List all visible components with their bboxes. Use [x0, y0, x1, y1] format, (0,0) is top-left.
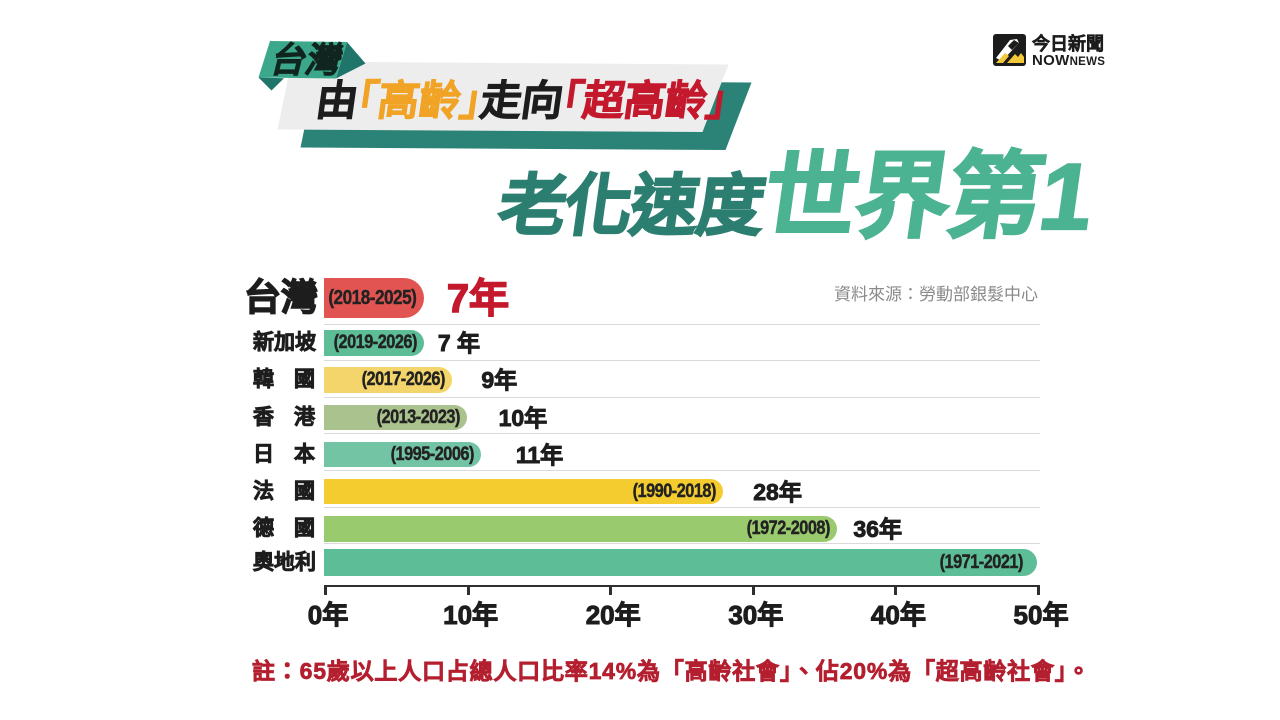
country-label-char: 坡 [295, 331, 317, 355]
x-axis-label: 30年 [728, 600, 784, 630]
logo-en-label: NOW NEWS [1032, 53, 1105, 69]
nownews-logo-text: 今日新聞 NOW NEWS [1032, 34, 1105, 69]
bar-value-label: 36年 [853, 516, 902, 542]
bar-value-label: 7年 [446, 276, 510, 321]
country-label: 奧地利 [253, 550, 317, 575]
x-axis-label: 10年 [443, 600, 499, 630]
badge-fold-left [258, 77, 284, 91]
nownews-logo-icon [993, 34, 1026, 66]
x-axis-tick [1037, 587, 1040, 595]
country-label: 香港 [253, 405, 316, 430]
country-label-char: 加 [274, 331, 296, 355]
bar: (1990-2018) [324, 478, 724, 504]
x-axis-tick [751, 587, 755, 595]
bar-period-label: (2018-2025) [328, 286, 418, 309]
bar-period-label: (2017-2026) [361, 369, 446, 391]
country-label-char: 港 [294, 405, 316, 429]
banner-face [277, 61, 729, 132]
bar-period-label: (1990-2018) [632, 480, 717, 502]
country-label-char: 國 [294, 517, 316, 540]
bar: (2013-2023) [324, 404, 467, 430]
country-label-char: 法 [253, 479, 275, 503]
bar: (1971-2021) [324, 548, 1037, 576]
country-label-char: 奧 [253, 550, 275, 574]
logo-news-label: NEWS [1069, 56, 1106, 68]
row-separator-line [324, 506, 1040, 508]
row-separator-line [324, 543, 1040, 544]
footnote: 註：65歲以上人口占總人口比率14%為「高齡社會」、佔20%為「超高齡社會」。 [252, 658, 1091, 685]
country-label: 德國 [253, 516, 316, 541]
x-axis-tick [324, 587, 327, 595]
bar-period-label: (1971-2021) [939, 551, 1023, 573]
bar: (2018-2025) [324, 277, 424, 318]
country-label-char: 利 [295, 550, 317, 574]
x-axis-tick [894, 587, 898, 595]
bar: (2017-2026) [324, 367, 453, 393]
bar-value-label: 9年 [481, 367, 518, 394]
x-axis-label: 20年 [585, 600, 641, 630]
country-label-char: 德 [253, 517, 275, 540]
country-label: 法國 [253, 479, 316, 504]
country-label-char: 灣 [280, 277, 318, 318]
bar-period-label: (2019-2026) [333, 332, 417, 354]
badge-face [258, 41, 347, 79]
logo-zh-label: 今日新聞 [1032, 34, 1105, 54]
country-label: 韓國 [253, 367, 316, 392]
country-label-char: 日 [253, 442, 275, 466]
title-banner-graphic [258, 41, 752, 150]
nownews-logo: 今日新聞 NOW NEWS [993, 34, 1105, 69]
bar-value-label: 10年 [498, 404, 548, 431]
country-label-char: 國 [294, 368, 316, 392]
x-axis-tick [609, 587, 613, 595]
country-label-char: 地 [274, 550, 296, 574]
country-label: 新加坡 [253, 330, 317, 355]
country-label-char: 香 [253, 405, 275, 429]
logo-now-label: NOW [1032, 52, 1070, 69]
bar: (1995-2006) [324, 441, 481, 467]
bar-period-label: (2013-2023) [376, 406, 460, 428]
country-label: 日本 [253, 442, 316, 467]
x-axis-label: 0年 [307, 600, 349, 630]
bar-period-label: (1995-2006) [390, 443, 474, 465]
row-separator-line [324, 396, 1040, 398]
row-separator-line [324, 360, 1040, 361]
bar-value-label: 7 年 [437, 330, 480, 357]
bar-period-label: (1972-2008) [747, 518, 831, 539]
badge-fold-right [336, 42, 366, 79]
country-label-char: 台 [243, 277, 281, 318]
bar: (1972-2008) [324, 515, 838, 542]
country-label-char: 本 [294, 442, 316, 466]
data-source-note: 資料來源：勞動部銀髮中心 [834, 285, 1038, 304]
bar-value-label: 28年 [753, 478, 802, 505]
country-label: 台灣 [243, 277, 318, 318]
country-label-char: 國 [294, 479, 316, 503]
country-label-char: 新 [253, 331, 275, 355]
country-label-char: 韓 [253, 368, 275, 392]
x-axis-line [324, 584, 1040, 587]
row-separator-line [324, 323, 1040, 325]
x-axis-label: 50年 [1013, 600, 1069, 630]
row-separator-line [324, 469, 1040, 471]
bar: (2019-2026) [324, 330, 424, 356]
bar-value-label: 11年 [515, 441, 564, 468]
x-axis-tick [466, 587, 470, 595]
row-separator-line [324, 433, 1040, 434]
x-axis-label: 40年 [870, 600, 926, 630]
